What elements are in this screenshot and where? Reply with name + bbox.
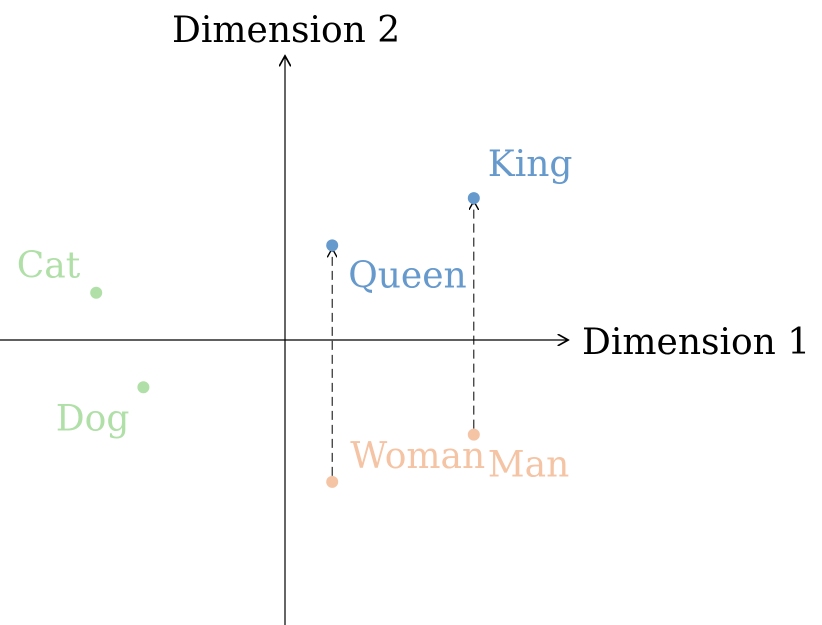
- label-dog: Dog: [56, 398, 130, 439]
- point-woman: [326, 475, 339, 488]
- point-cat: [90, 286, 103, 299]
- label-man: Man: [488, 445, 570, 486]
- relation-arrows: [332, 202, 474, 476]
- label-queen: Queen: [348, 255, 467, 296]
- point-man: [467, 428, 480, 441]
- label-cat: Cat: [17, 246, 81, 287]
- y-axis-label: Dimension 2: [172, 10, 400, 51]
- point-dog: [137, 381, 150, 394]
- point-queen: [326, 239, 339, 252]
- point-king: [467, 192, 480, 205]
- x-axis-label: Dimension 1: [582, 322, 810, 363]
- label-woman: Woman: [350, 436, 485, 477]
- label-king: King: [488, 144, 573, 185]
